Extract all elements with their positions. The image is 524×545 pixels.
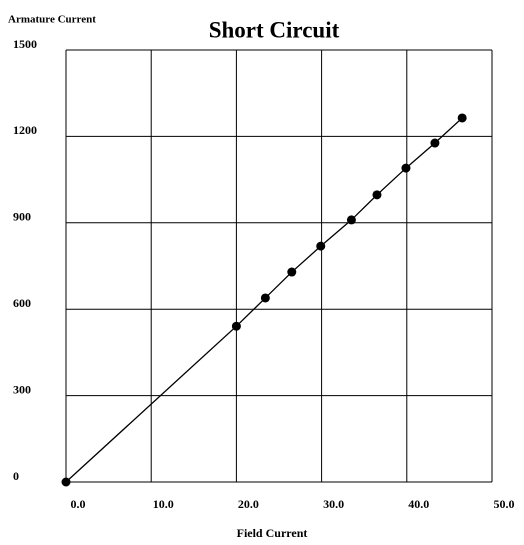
x-tick-label: 0.0 [71,497,86,511]
data-point [430,138,440,148]
x-tick-label: 10.0 [153,497,174,511]
data-point [260,293,270,303]
data-point [457,113,467,123]
y-tick-label: 0 [13,469,19,483]
data-point [372,190,382,200]
y-tick-label: 1200 [13,123,37,137]
chart-title: Short Circuit [209,17,340,42]
y-axis-label: Armature Current [8,14,96,26]
y-tick-label: 600 [13,296,31,310]
x-tick-label: 30.0 [323,497,344,511]
data-point [287,267,297,277]
data-point [401,163,411,173]
x-tick-label: 40.0 [408,497,429,511]
data-point [316,241,326,251]
data-point [61,477,71,487]
data-point [231,321,241,331]
y-tick-label: 1500 [13,37,37,51]
x-tick-label: 20.0 [238,497,259,511]
y-tick-label: 300 [13,382,31,396]
data-point [346,215,356,225]
series-line [65,117,463,483]
x-axis-label: Field Current [237,526,308,540]
x-tick-label: 50.0 [494,497,515,511]
y-tick-label: 900 [13,210,31,224]
